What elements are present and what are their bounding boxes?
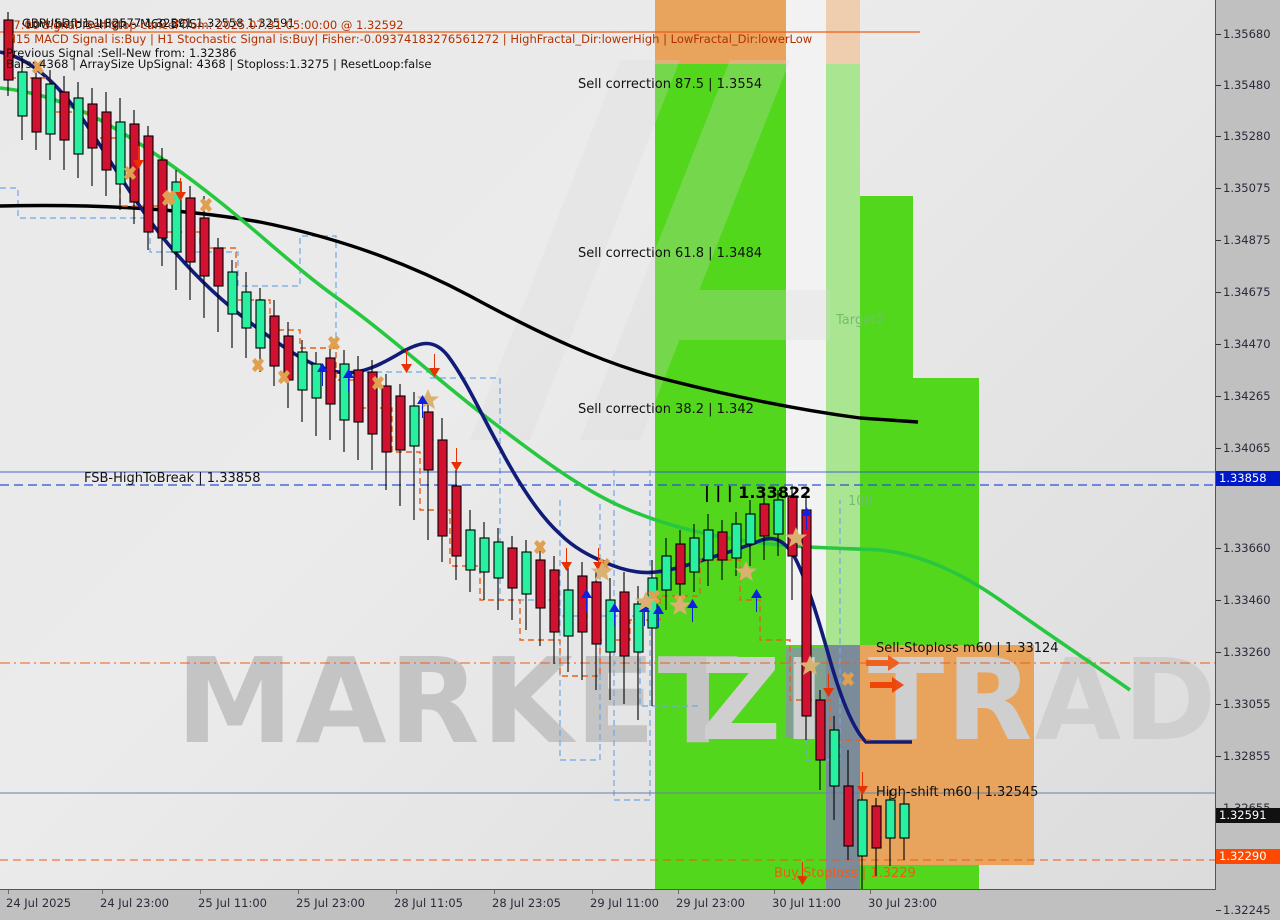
time-notch (494, 890, 495, 894)
previous-signal-line: Previous Signal :Sell-New from: 1.32386 (6, 46, 237, 60)
annotation-target2[interactable]: Target2 (836, 313, 885, 328)
price-badge: 1.33858 (1216, 471, 1280, 486)
annotation-current-break-level[interactable]: | | | 1.33822 (704, 483, 812, 502)
annotation-sell-stoploss-m60[interactable]: Sell-Stoploss m60 | 1.33124 (876, 641, 1059, 656)
time-notch (298, 890, 299, 894)
annotation-sell-correction-382[interactable]: Sell correction 38.2 | 1.342 (578, 402, 754, 417)
price-axis[interactable]: 1.35680 1.35480 1.35280 1.35075 1.34875 1.346… (1216, 0, 1280, 917)
time-notch (102, 890, 103, 894)
time-tick: 28 Jul 23:05 (492, 896, 561, 910)
chart-series-layer (0, 12, 1216, 890)
quote-line: GBPUSD,H1 1.32577 1.32591 1.32558 1.3259… (22, 16, 295, 30)
price-badge: 1.32591 (1216, 808, 1280, 823)
time-tick: 25 Jul 11:00 (198, 896, 267, 910)
annotation-sell-correction-875[interactable]: Sell correction 87.5 | 1.3554 (578, 77, 763, 92)
indicator-line: M15 MACD Signal is:Buy | H1 Stochastic S… (6, 32, 813, 46)
time-tick: 25 Jul 23:00 (296, 896, 365, 910)
time-tick: 30 Jul 11:00 (772, 896, 841, 910)
bars-line: Bars: 4368 | ArraySize UpSignal: 4368 | … (6, 57, 432, 71)
signal-line: 17:00 Signal :Sell-Stop-cancel from: 202… (6, 18, 404, 32)
time-notch (774, 890, 775, 894)
annotation-high-shift-m60[interactable]: High-shift m60 | 1.32545 (876, 785, 1039, 800)
time-tick: 30 Jul 23:00 (868, 896, 937, 910)
time-tick: 29 Jul 23:00 (676, 896, 745, 910)
time-notch (396, 890, 397, 894)
annotation-buy-stoploss[interactable]: Buy Stoploss | 1.3229 (774, 866, 916, 881)
time-notch (8, 890, 9, 894)
time-notch (678, 890, 679, 894)
price-badge: 1.32290 (1216, 849, 1280, 864)
time-tick: 24 Jul 2025 (6, 896, 72, 910)
annotation-sell-correction-618[interactable]: Sell correction 61.8 | 1.3484 (578, 246, 763, 261)
time-notch (592, 890, 593, 894)
time-tick: 28 Jul 11:05 (394, 896, 463, 910)
time-tick: 29 Jul 11:00 (590, 896, 659, 910)
order-arrows (866, 655, 904, 693)
annotation-level-100[interactable]: 100 (848, 494, 873, 509)
time-axis[interactable]: 24 Jul 2025 24 Jul 23:00 25 Jul 11:00 25 Ju… (0, 890, 1216, 920)
annotation-fsb-high-to-break[interactable]: FSB-HighToBreak | 1.33858 (84, 471, 261, 486)
chart-plot-area[interactable]: MARKET ZI TRADE (0, 0, 1216, 890)
time-notch (870, 890, 871, 894)
time-notch (200, 890, 201, 894)
time-tick: 24 Jul 23:00 (100, 896, 169, 910)
overlay-bos-label: Low before High - M60 BOS (26, 16, 197, 31)
